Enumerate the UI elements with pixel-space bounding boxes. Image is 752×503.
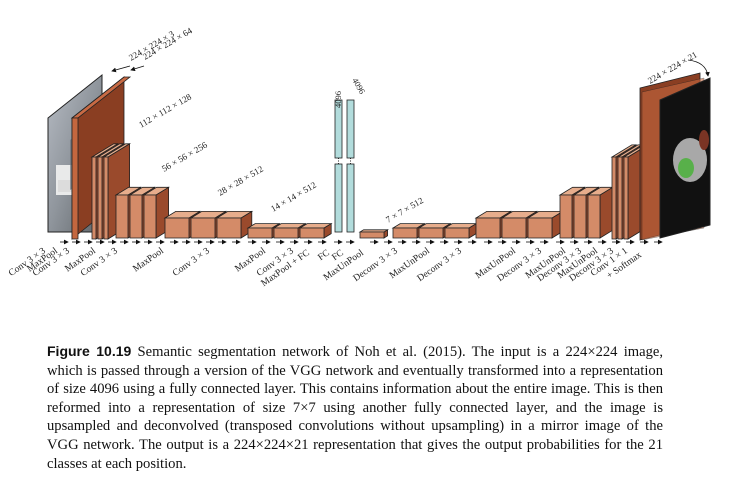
output-dim-arrow — [687, 59, 710, 77]
layer-label: MaxPool — [131, 246, 166, 274]
block-4-c — [215, 210, 254, 239]
dim-block3: 56 × 56 × 256 — [160, 139, 209, 173]
dim-block2: 112 × 112 × 128 — [137, 91, 194, 129]
output-segmentation-map — [659, 77, 711, 239]
layer-label: FC — [316, 248, 331, 263]
block-reformed — [358, 229, 390, 239]
fc-bar-1 — [334, 99, 343, 233]
block-5-c — [298, 222, 333, 239]
fc-bar-2 — [346, 99, 355, 233]
dec-1-c — [443, 222, 478, 239]
caption-text: Semantic segmentation network of Noh et … — [47, 344, 663, 472]
dim-block5: 14 × 14 × 512 — [269, 180, 318, 214]
figure-caption: Figure 10.19 Semantic segmentation netwo… — [47, 342, 663, 473]
dec-2-c — [526, 210, 565, 239]
block-3-c — [142, 186, 171, 239]
conv1-dim-arrow — [130, 65, 145, 72]
figure-number: Figure 10.19 — [47, 343, 132, 359]
dim-fc-b: 4096 — [350, 76, 367, 96]
dim-reformed: 7 × 7 × 512 — [384, 195, 425, 224]
dim-block4: 28 × 28 × 512 — [216, 164, 265, 198]
dim-fc-a: 4096 — [333, 91, 343, 108]
dec-3-c — [586, 186, 615, 239]
layer-label: Conv 3 × 3 — [171, 246, 212, 279]
layer-blocks — [60, 143, 663, 245]
input-dim-arrow — [111, 65, 131, 73]
segmentation-network-diagram: 224 × 224 × 3 224 × 224 × 64 112 × 112 ×… — [7, 25, 711, 289]
